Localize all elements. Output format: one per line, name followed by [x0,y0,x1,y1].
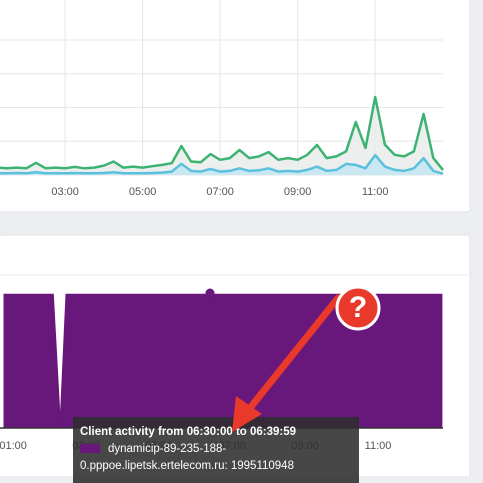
tooltip-label: dynamicip-89-235-188-0.pppoe.lipetsk.ert… [80,443,294,472]
area [3,293,443,429]
x-tick-label: 09:00 [284,186,312,198]
tooltip-row: dynamicip-89-235-188-0.pppoe.lipetsk.ert… [80,441,352,475]
x-tick-label: 11:00 [365,440,392,452]
x-tick-label: 05:00 [129,186,157,198]
x-tick-label: 03:00 [51,186,79,198]
line [0,153,444,175]
tooltip: Client activity from 06:30:00 to 06:39:5… [73,417,359,483]
x-tick-label: 07:00 [206,186,234,198]
x-tick-label: 01:00 [0,440,27,452]
x-tick-label: 11:00 [362,186,389,198]
line-fill [0,97,443,175]
tooltip-title: Client activity from 06:30:00 to 06:39:5… [80,426,297,438]
legend-swatch [80,444,100,454]
line [0,95,444,171]
top-panel [0,0,471,213]
